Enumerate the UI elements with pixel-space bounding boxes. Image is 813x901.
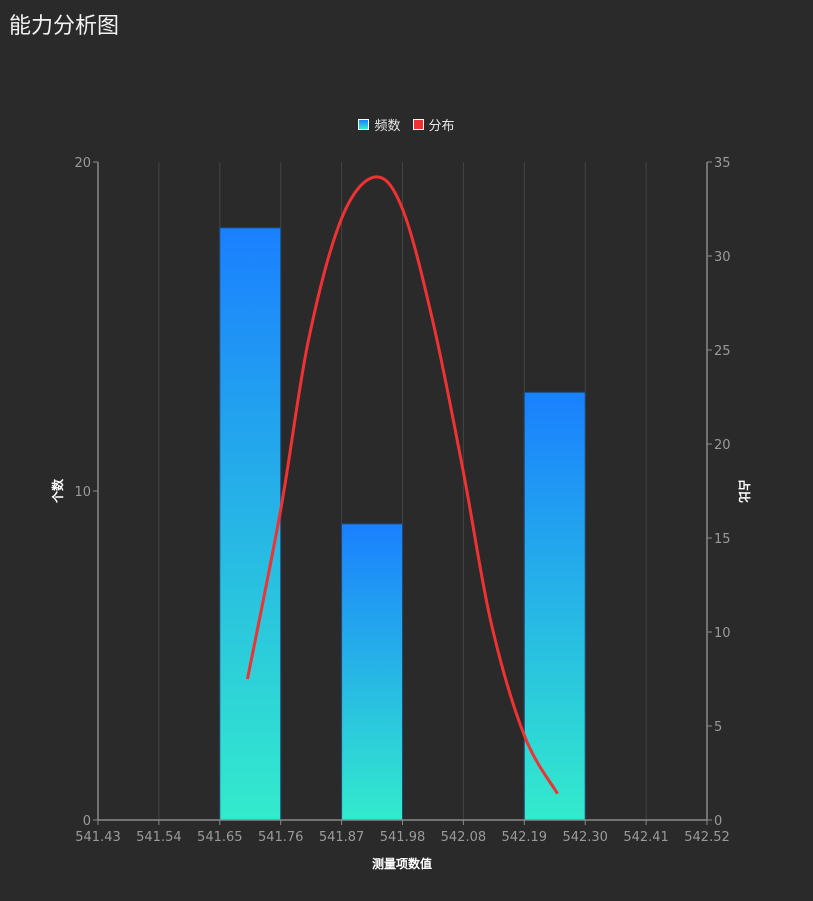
x-tick-label: 541.54 [136, 830, 182, 845]
x-tick-label: 541.65 [197, 830, 243, 845]
y2-tick-label: 20 [714, 438, 731, 453]
legend-item-distribution[interactable]: 分布 [412, 115, 455, 134]
x-tick-label: 542.52 [684, 830, 730, 845]
y2-tick-label: 35 [714, 156, 731, 171]
histogram-bar[interactable] [523, 391, 586, 821]
distribution-line [246, 175, 559, 795]
legend-label-distribution: 分布 [428, 119, 455, 134]
y2-tick-label: 0 [714, 814, 722, 829]
x-tick-label: 542.41 [623, 830, 669, 845]
legend-swatch-distribution [412, 119, 424, 130]
histogram-bar[interactable] [341, 523, 404, 821]
legend-label-frequency: 频数 [374, 119, 401, 134]
y-tick-label: 0 [83, 814, 91, 829]
legend: 频数 分布 [0, 115, 813, 134]
x-tick-label: 542.19 [502, 830, 548, 845]
x-tick-label: 541.87 [319, 830, 365, 845]
y2-tick-label: 15 [714, 532, 731, 547]
x-tick-label: 542.30 [562, 830, 608, 845]
y-axis-label: 个数 [50, 478, 65, 504]
x-tick-label: 541.76 [258, 830, 304, 845]
x-tick-label: 541.98 [380, 830, 426, 845]
x-axis-label: 测量项数值 [372, 856, 432, 871]
histogram-bar[interactable] [219, 227, 282, 821]
x-tick-label: 541.43 [75, 830, 121, 845]
y-tick-label: 10 [74, 485, 91, 500]
y-tick-label: 20 [74, 156, 91, 171]
y2-axis-label: 占比 [737, 479, 752, 503]
x-tick-label: 542.08 [441, 830, 487, 845]
y2-tick-label: 25 [714, 344, 731, 359]
legend-swatch-frequency [358, 119, 370, 130]
axes: 541.43 541.54 541.65 541.76 541.87 541.98 542.… [74, 156, 730, 845]
legend-item-frequency[interactable]: 频数 [358, 115, 401, 134]
y2-tick-label: 5 [714, 720, 722, 735]
chart-title: 能力分析图 [9, 14, 120, 39]
y2-tick-label: 30 [714, 250, 731, 265]
y2-tick-label: 10 [714, 626, 731, 641]
